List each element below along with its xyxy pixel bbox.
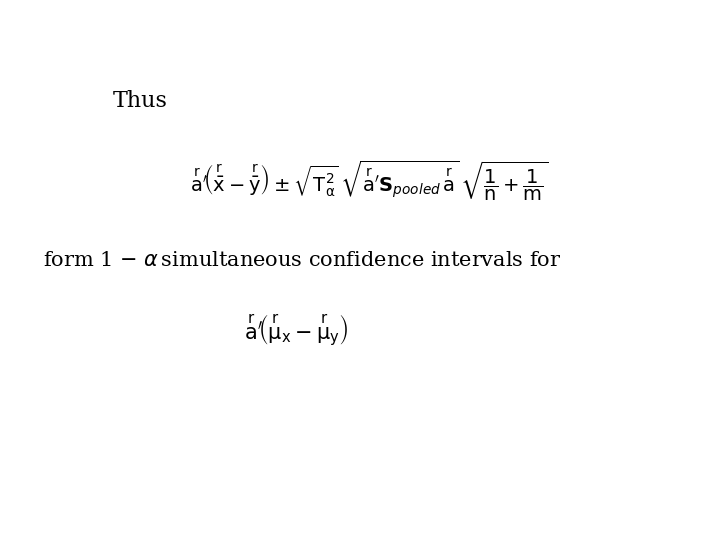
Text: $\overset{\rm r}{a}{}'\!\left(\overset{\rm r}{\mu}_{x} - \overset{\rm r}{\mu}_{y: $\overset{\rm r}{a}{}'\!\left(\overset{\… [244,313,349,349]
Text: Thus: Thus [112,90,167,112]
Text: $\overset{\rm r}{a}{}'\!\left(\overset{\rm r}{\bar{x}} - \overset{\rm r}{\bar{y}: $\overset{\rm r}{a}{}'\!\left(\overset{\… [189,159,549,204]
Text: form 1 $-$ $\alpha\,$simultaneous confidence intervals for: form 1 $-$ $\alpha\,$simultaneous confid… [42,251,562,269]
